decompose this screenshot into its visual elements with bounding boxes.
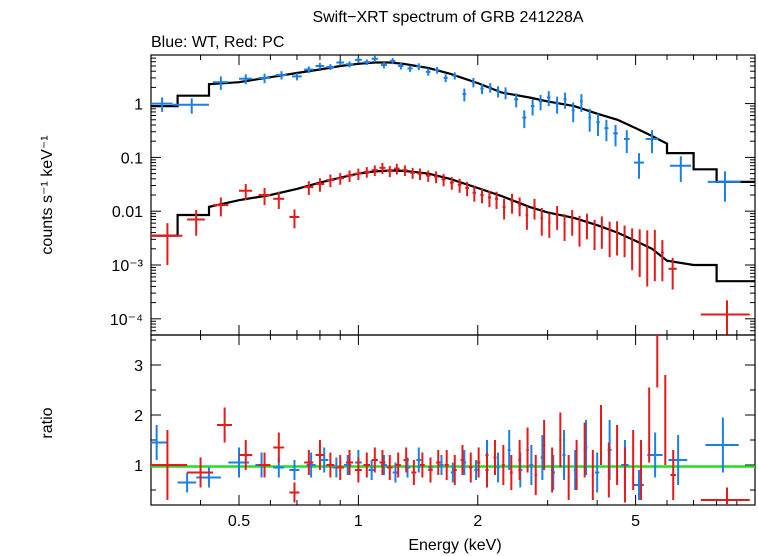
y-tick-label: 1 bbox=[134, 458, 143, 475]
x-tick-label: 1 bbox=[354, 513, 363, 530]
y-tick-label: 2 bbox=[134, 408, 143, 425]
chart-subtitle: Blue: WT, Red: PC bbox=[151, 34, 284, 51]
plot-frame bbox=[150, 334, 756, 506]
y-tick-label: 10⁻³ bbox=[111, 258, 143, 275]
model-curve-pc bbox=[151, 169, 755, 283]
plot-frame bbox=[150, 54, 756, 336]
y-axis-label-spectrum: counts s⁻¹ keV⁻¹ bbox=[39, 135, 56, 254]
x-tick-label: 5 bbox=[631, 513, 640, 530]
y-tick-label: 0.01 bbox=[112, 204, 143, 221]
chart-title: Swift−XRT spectrum of GRB 241228A bbox=[312, 9, 583, 26]
x-axis-label: Energy (keV) bbox=[408, 537, 501, 554]
y-axis-label-ratio: ratio bbox=[39, 407, 56, 438]
y-tick-label: 0.1 bbox=[121, 150, 143, 167]
x-tick-label: 2 bbox=[473, 513, 482, 530]
y-tick-label: 3 bbox=[134, 358, 143, 375]
x-tick-label: 0.5 bbox=[228, 513, 250, 530]
model-curve-wt bbox=[151, 61, 755, 183]
y-tick-label: 10⁻⁴ bbox=[110, 312, 143, 329]
ratio-panel: 1 2 3 0.5 1 2 5 bbox=[134, 334, 756, 530]
spectrum-panel: 10⁻⁴ 10⁻³ 0.01 0.1 1 bbox=[110, 54, 756, 336]
y-tick-label: 1 bbox=[134, 97, 143, 114]
